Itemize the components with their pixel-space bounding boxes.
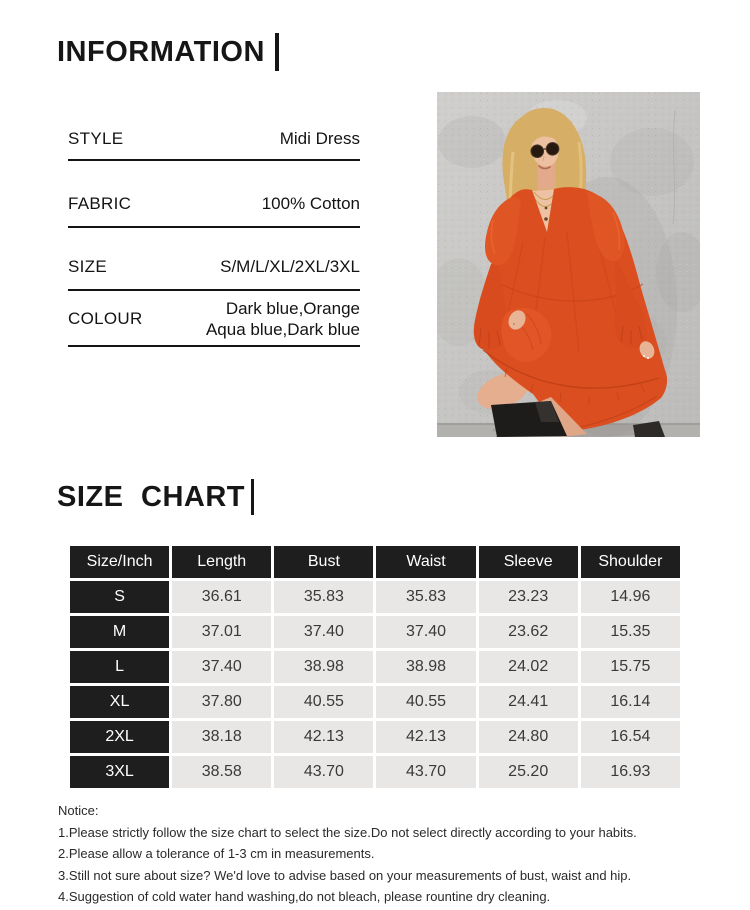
bust-value: 42.13 <box>274 721 374 753</box>
info-value: Dark blue,Orange Aqua blue,Dark blue <box>206 298 360 340</box>
size-chart-header-row: Size/Inch Length Bust Waist Sleeve Shoul… <box>70 546 680 578</box>
bust-value: 38.98 <box>274 651 374 683</box>
info-label: FABRIC <box>68 193 132 213</box>
table-row-3xl: 3XL 38.58 43.70 43.70 25.20 16.93 <box>70 756 680 788</box>
waist-value: 42.13 <box>376 721 476 753</box>
sleeve-value: 24.80 <box>478 721 578 753</box>
heading-bar-icon <box>251 479 254 515</box>
sleeve-value: 24.02 <box>478 651 578 683</box>
sunglasses <box>530 142 560 159</box>
length-value: 38.58 <box>172 756 272 788</box>
size-chart-heading-text: SIZE CHART <box>57 480 245 513</box>
size-label: M <box>70 616 170 648</box>
notice-line-3: 3.Still not sure about size? We'd love t… <box>58 867 632 883</box>
info-row-size: SIZE S/M/L/XL/2XL/3XL <box>68 248 360 291</box>
info-value: Midi Dress <box>279 129 360 148</box>
sleeve-value: 24.41 <box>478 686 578 718</box>
length-value: 37.01 <box>172 616 272 648</box>
heading-bar-icon <box>274 33 279 71</box>
info-label: COLOUR <box>68 309 143 328</box>
size-label: XL <box>70 686 170 718</box>
model-legs <box>477 373 529 409</box>
puff-sleeves <box>473 192 648 351</box>
size-label: L <box>70 651 170 683</box>
notice-line-2: 2.Please allow a tolerance of 1-3 cm in … <box>58 846 375 861</box>
model-illustration <box>437 92 700 437</box>
product-photo <box>437 92 700 437</box>
table-row-l: L 37.40 38.98 38.98 24.02 15.75 <box>70 651 680 683</box>
notice-line-1: 1.Please strictly follow the size chart … <box>58 824 637 840</box>
column-header-sleeve: Sleeve <box>478 546 578 578</box>
waist-value: 40.55 <box>376 686 476 718</box>
shoulder-value: 16.14 <box>580 686 680 718</box>
info-row-colour: COLOUR Dark blue,Orange Aqua blue,Dark b… <box>68 293 360 347</box>
information-heading-text: INFORMATION <box>57 35 265 68</box>
size-chart-heading: SIZE CHART <box>57 479 254 515</box>
bust-value: 35.83 <box>274 581 374 613</box>
table-row-m: M 37.01 37.40 37.40 23.62 15.35 <box>70 616 680 648</box>
table-row-2xl: 2XL 38.18 42.13 42.13 24.80 16.54 <box>70 721 680 753</box>
table-row-s: S 36.61 35.83 35.83 23.23 14.96 <box>70 581 680 613</box>
size-chart-table: Size/Inch Length Bust Waist Sleeve Shoul… <box>67 543 683 791</box>
shoulder-value: 14.96 <box>580 581 680 613</box>
shoulder-value: 16.93 <box>580 756 680 788</box>
size-label: S <box>70 581 170 613</box>
model-face <box>523 125 569 170</box>
model-hands <box>508 310 655 359</box>
waist-value: 43.70 <box>376 756 476 788</box>
notice-line-4: 4.Suggestion of cold water hand washing,… <box>58 889 551 904</box>
information-heading: INFORMATION <box>57 33 279 71</box>
column-header-length: Length <box>172 546 272 578</box>
column-header-bust: Bust <box>274 546 374 578</box>
sleeve-value: 23.23 <box>478 581 578 613</box>
notice-section: Notice: 1.Please strictly follow the siz… <box>58 800 637 908</box>
length-value: 36.61 <box>172 581 272 613</box>
sleeve-value: 23.62 <box>478 616 578 648</box>
colour-value-line-1: Dark blue,Orange <box>225 299 360 318</box>
waist-value: 35.83 <box>376 581 476 613</box>
shoulder-value: 15.35 <box>580 616 680 648</box>
waist-value: 37.40 <box>376 616 476 648</box>
info-row-style: STYLE Midi Dress <box>68 120 360 161</box>
size-label: 3XL <box>70 756 170 788</box>
model-boots <box>491 397 665 437</box>
colour-value-line-2: Aqua blue,Dark blue <box>205 320 360 339</box>
notice-title: Notice: <box>58 803 99 818</box>
shoulder-value: 15.75 <box>580 651 680 683</box>
table-row-xl: XL 37.80 40.55 40.55 24.41 16.14 <box>70 686 680 718</box>
length-value: 37.40 <box>172 651 272 683</box>
info-label: STYLE <box>68 128 124 148</box>
info-row-fabric: FABRIC 100% Cotton <box>68 185 360 228</box>
sleeve-value: 25.20 <box>478 756 578 788</box>
info-value: 100% Cotton <box>261 194 360 213</box>
info-value: S/M/L/XL/2XL/3XL <box>220 257 360 276</box>
column-header-waist: Waist <box>376 546 476 578</box>
size-label: 2XL <box>70 721 170 753</box>
column-header-size-inch: Size/Inch <box>70 546 170 578</box>
bust-value: 43.70 <box>274 756 374 788</box>
length-value: 37.80 <box>172 686 272 718</box>
information-list: STYLE Midi Dress FABRIC 100% Cotton SIZE… <box>68 120 360 347</box>
shoulder-value: 16.54 <box>580 721 680 753</box>
length-value: 38.18 <box>172 721 272 753</box>
bust-value: 37.40 <box>274 616 374 648</box>
column-header-shoulder: Shoulder <box>580 546 680 578</box>
waist-value: 38.98 <box>376 651 476 683</box>
info-label: SIZE <box>68 256 107 276</box>
bust-value: 40.55 <box>274 686 374 718</box>
